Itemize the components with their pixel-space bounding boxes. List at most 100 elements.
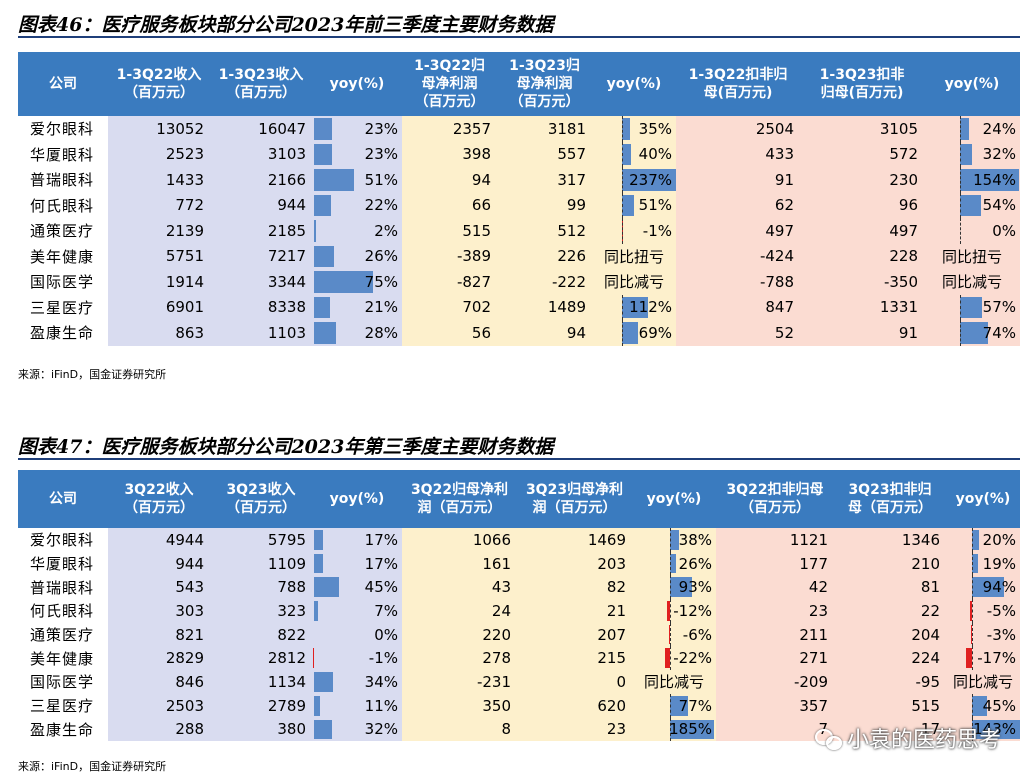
yoy-bar — [670, 577, 693, 598]
company-name: 三星医疗 — [18, 693, 108, 718]
yoy-cell: 154% — [924, 167, 1020, 193]
value-cell: 66 — [402, 192, 497, 218]
value-cell: 215 — [517, 646, 632, 671]
yoy-cell: -5% — [946, 599, 1020, 623]
value-cell: 91 — [676, 167, 800, 193]
company-name: 国际医学 — [18, 269, 108, 295]
yoy-value: 35% — [638, 119, 672, 138]
yoy-bar — [314, 553, 324, 574]
value-cell: -95 — [834, 670, 946, 694]
yoy-cell: 17% — [312, 551, 402, 576]
yoy-bar — [972, 719, 1020, 740]
yoy-bar — [622, 118, 631, 140]
yoy-cell: 35% — [592, 116, 676, 142]
yoy-value: 同比扭亏 — [941, 247, 1002, 266]
yoy-value: 20% — [982, 530, 1016, 549]
value-cell: 317 — [497, 167, 592, 193]
value-cell: 7217 — [210, 243, 312, 269]
value-cell: 512 — [497, 218, 592, 244]
yoy-axis — [960, 116, 961, 142]
yoy-bar — [314, 530, 324, 550]
table2-header-2: 3Q23收入 （百万元） — [210, 470, 312, 528]
table1-header-7: 1-3Q22扣非归 母(百万元) — [676, 52, 800, 116]
value-cell: 2523 — [108, 141, 210, 167]
yoy-bar — [667, 601, 670, 621]
yoy-value: 185% — [669, 720, 712, 739]
value-cell: 52 — [676, 320, 800, 346]
yoy-cell: 同比扭亏 — [924, 243, 1020, 269]
yoy-value: 同比减亏 — [643, 673, 704, 692]
yoy-axis — [670, 575, 671, 600]
value-cell: 1433 — [108, 167, 210, 193]
value-cell: 1103 — [210, 320, 312, 346]
yoy-bar — [622, 194, 634, 216]
yoy-bar — [960, 194, 981, 216]
yoy-value: 45% — [364, 578, 398, 597]
yoy-cell: 77% — [632, 693, 716, 718]
yoy-value: 154% — [973, 170, 1016, 189]
value-cell: 24 — [402, 599, 517, 623]
company-name: 盈康生命 — [18, 320, 108, 346]
value-cell: 2504 — [676, 116, 800, 142]
value-cell: 543 — [108, 575, 210, 600]
yoy-value: 143% — [973, 720, 1016, 739]
table-row: 华厦眼科 2523 3103 23% 398 557 40% 433 572 32% — [18, 141, 1020, 167]
value-cell: 497 — [800, 218, 924, 244]
yoy-axis — [960, 294, 961, 320]
yoy-cell: 23% — [312, 116, 402, 142]
yoy-cell: 32% — [924, 141, 1020, 167]
yoy-value: -1% — [642, 221, 672, 240]
yoy-cell: 38% — [632, 528, 716, 552]
table1-header-4: 1-3Q22归 母净利润 （百万元） — [402, 52, 497, 116]
value-cell: 226 — [497, 243, 592, 269]
yoy-cell: 同比扭亏 — [592, 243, 676, 269]
yoy-value: -5% — [986, 601, 1016, 620]
value-cell: 82 — [517, 575, 632, 600]
value-cell: 1109 — [210, 551, 312, 576]
value-cell: 224 — [834, 646, 946, 671]
yoy-value: 0% — [992, 221, 1016, 240]
yoy-bar — [314, 322, 336, 344]
value-cell: 23 — [716, 599, 834, 623]
value-cell: -788 — [676, 269, 800, 295]
value-cell: 822 — [210, 622, 312, 647]
yoy-bar — [668, 624, 670, 645]
yoy-value: 34% — [364, 672, 398, 691]
value-cell: 2139 — [108, 218, 210, 244]
table46-title: 图表46：医疗服务板块部分公司2023年前三季度主要财务数据 — [18, 14, 554, 36]
company-name: 通策医疗 — [18, 218, 108, 244]
yoy-bar — [622, 143, 632, 165]
yoy-cell: 7% — [312, 599, 402, 623]
value-cell: 847 — [676, 294, 800, 320]
yoy-axis — [960, 167, 961, 193]
value-cell: 230 — [800, 167, 924, 193]
table1-header-5: 1-3Q23归 母净利润 （百万元） — [497, 52, 592, 116]
table-row: 普瑞眼科 543 788 45% 43 82 93% 42 81 94% — [18, 575, 1020, 600]
yoy-bar — [970, 601, 972, 621]
table47-title: 图表47：医疗服务板块部分公司2023年第三季度主要财务数据 — [18, 436, 554, 458]
yoy-value: -22% — [673, 649, 712, 668]
value-cell: 1346 — [834, 528, 946, 552]
yoy-axis — [972, 693, 973, 718]
yoy-value: 24% — [982, 119, 1016, 138]
yoy-bar — [622, 322, 638, 344]
yoy-value: -17% — [977, 649, 1016, 668]
yoy-value: 23% — [364, 145, 398, 164]
value-cell: 207 — [517, 622, 632, 647]
value-cell: 2789 — [210, 693, 312, 718]
yoy-bar — [972, 530, 979, 550]
yoy-cell: 同比减亏 — [924, 269, 1020, 295]
value-cell: 788 — [210, 575, 312, 600]
yoy-cell: 45% — [312, 575, 402, 600]
yoy-axis — [972, 599, 973, 623]
value-cell: -209 — [716, 670, 834, 694]
table1-header-1: 1-3Q22收入 （百万元） — [108, 52, 210, 116]
value-cell: 1914 — [108, 269, 210, 295]
table-row: 盈康生命 288 380 32% 8 23 185% 7 17 143% — [18, 717, 1020, 742]
value-cell: 2503 — [108, 693, 210, 718]
yoy-value: -1% — [368, 649, 398, 668]
value-cell: 944 — [108, 551, 210, 576]
yoy-cell: 同比减亏 — [946, 670, 1020, 694]
value-cell: 96 — [800, 192, 924, 218]
yoy-cell: 19% — [946, 551, 1020, 576]
